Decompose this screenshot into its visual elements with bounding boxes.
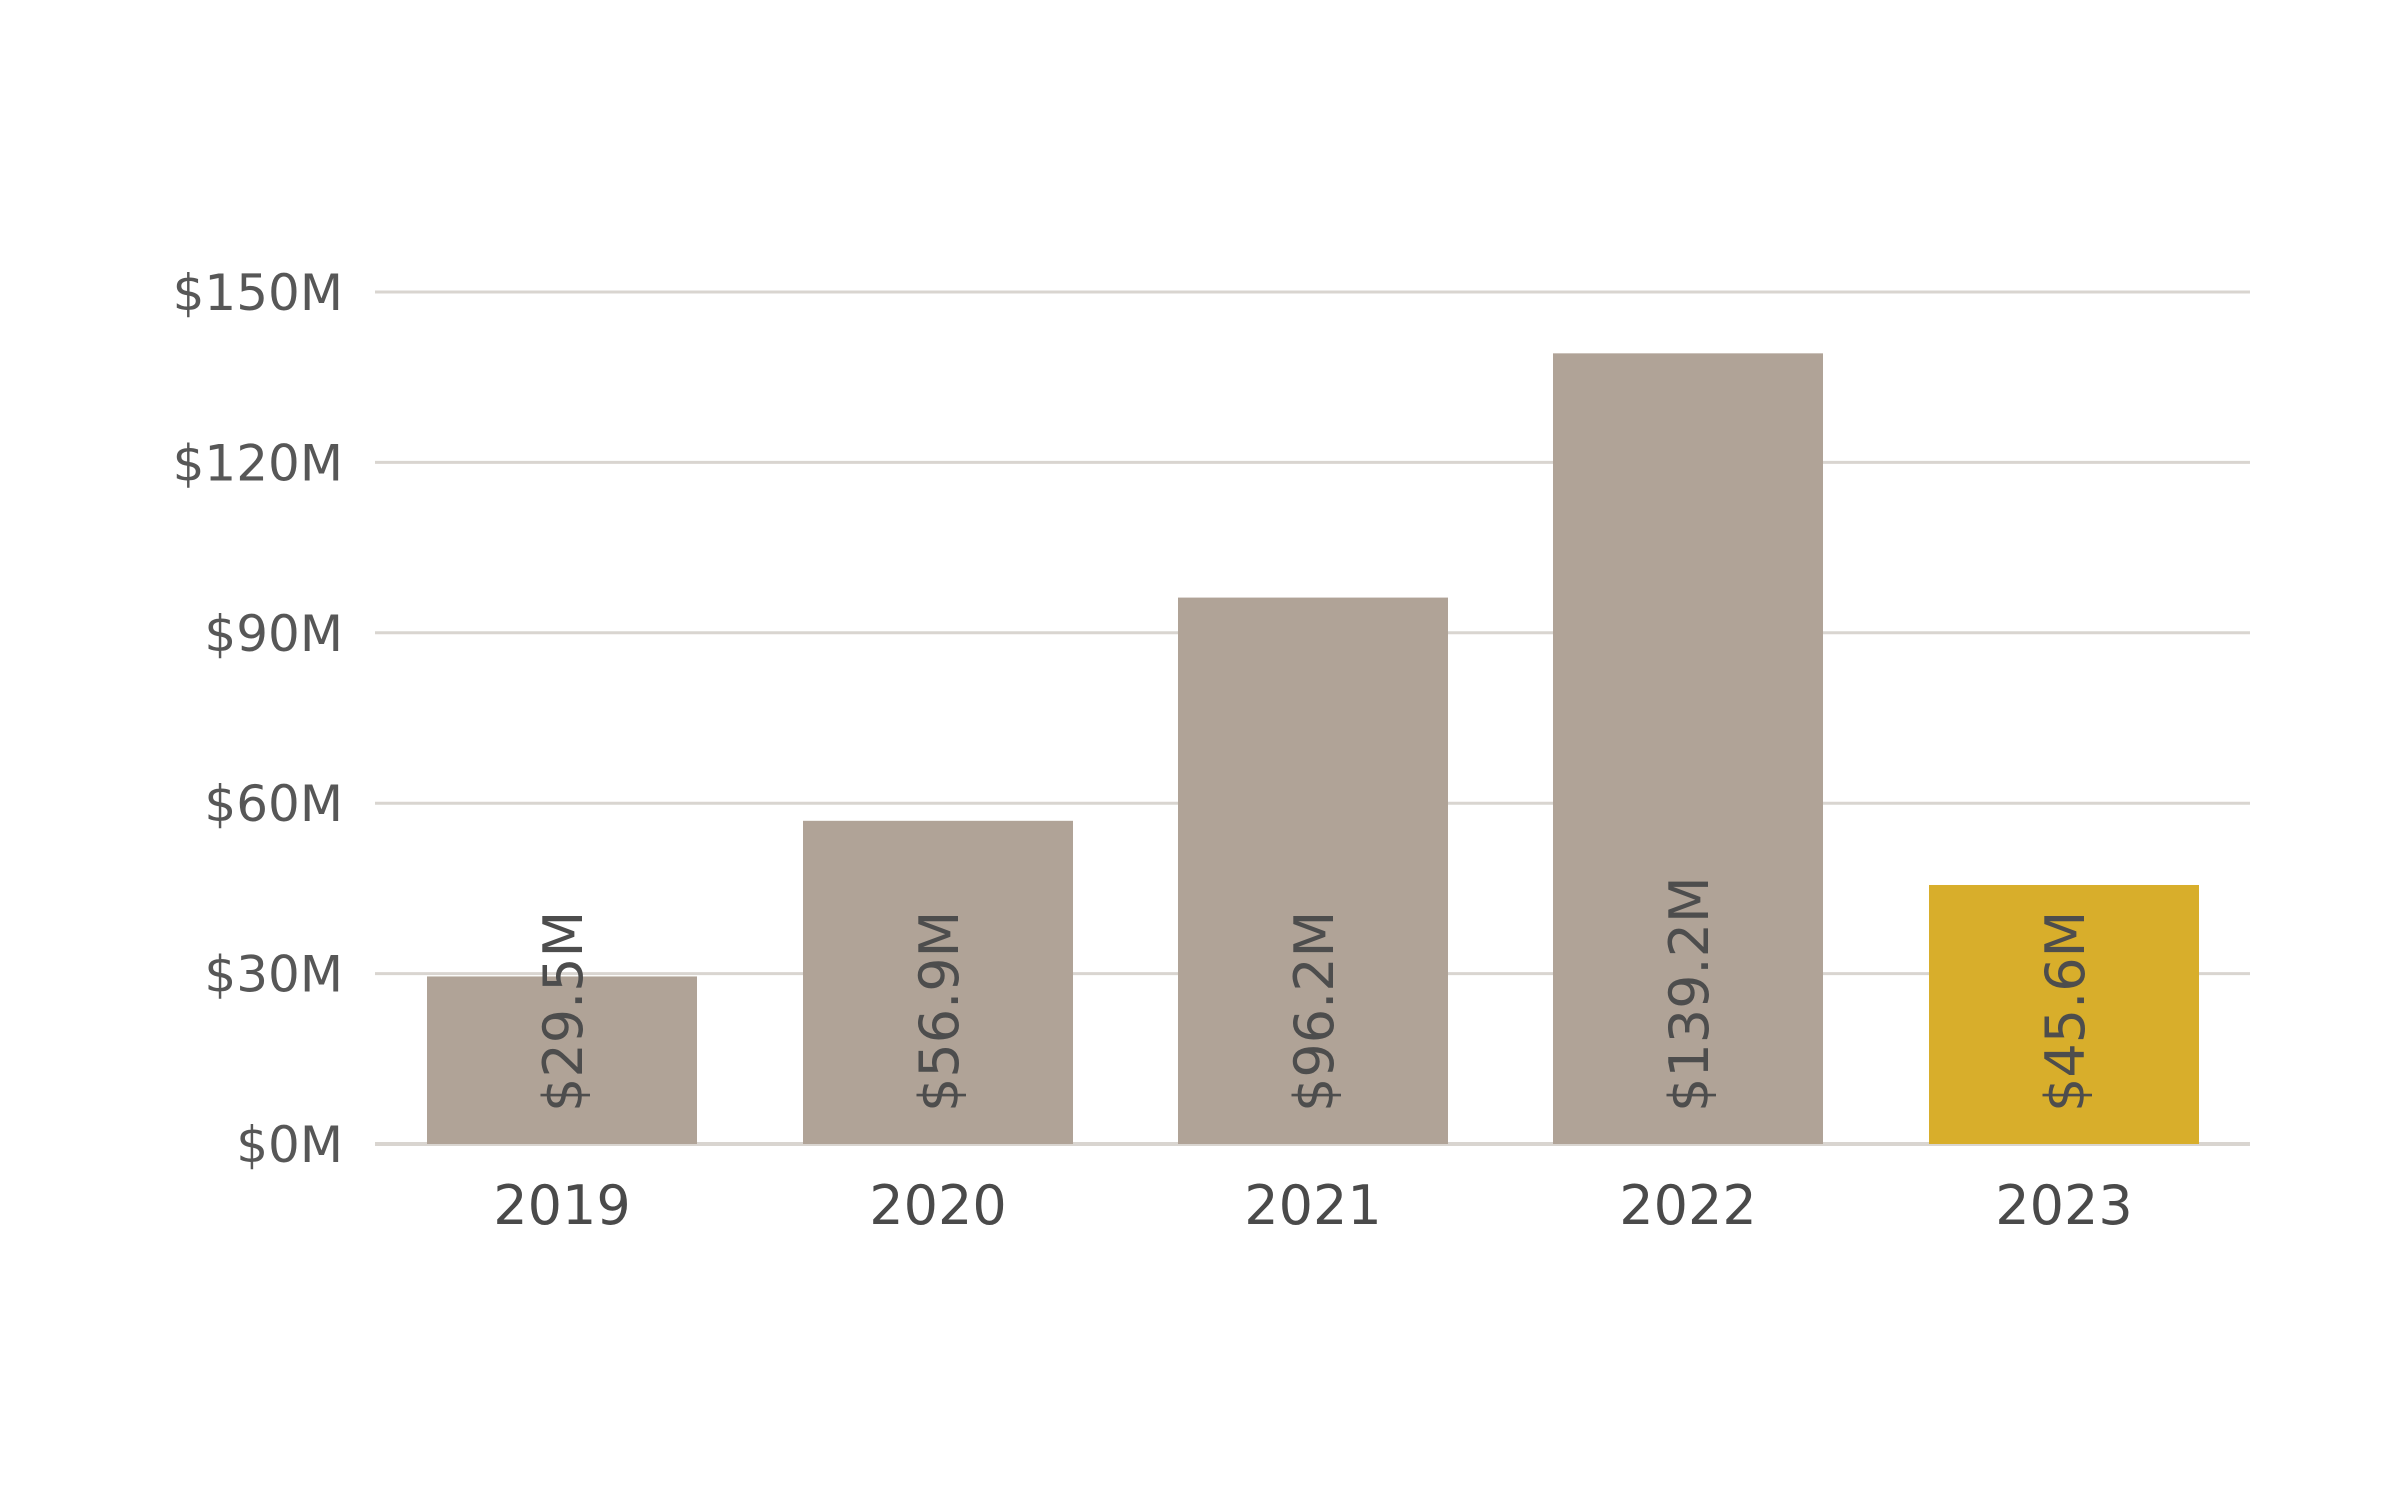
y-tick-label: $90M [204, 605, 343, 663]
bar-2023 [1929, 884, 2199, 1144]
bars [427, 353, 2199, 1144]
data-label-2023: $45.6M [2034, 911, 2097, 1112]
y-axis: $0M $30M $60M $90M $120M $150M [173, 264, 343, 1174]
x-tick-label: 2022 [1619, 1174, 1756, 1237]
data-labels: $29.5M $56.9M $96.2M $139.2M $45.6M [532, 876, 2097, 1112]
x-tick-label: 2019 [493, 1174, 630, 1237]
y-tick-label: $120M [173, 434, 343, 492]
x-tick-label: 2023 [1995, 1174, 2132, 1237]
bar-2019 [427, 976, 697, 1144]
x-axis: 2019 2020 2021 2022 2023 [493, 1174, 2132, 1237]
data-label-2019: $29.5M [532, 911, 595, 1112]
data-label-2021: $96.2M [1283, 911, 1346, 1112]
y-tick-label: $30M [204, 946, 343, 1004]
data-label-2020: $56.9M [908, 911, 971, 1112]
y-tick-label: $60M [204, 775, 343, 833]
bar-2020 [803, 820, 1073, 1144]
x-tick-label: 2020 [869, 1174, 1006, 1237]
data-label-2022: $139.2M [1658, 876, 1721, 1112]
y-tick-label: $0M [236, 1116, 343, 1174]
y-tick-label: $150M [173, 264, 343, 322]
bar-2021 [1178, 597, 1448, 1144]
x-tick-label: 2021 [1244, 1174, 1381, 1237]
bar-2022 [1553, 353, 1823, 1144]
